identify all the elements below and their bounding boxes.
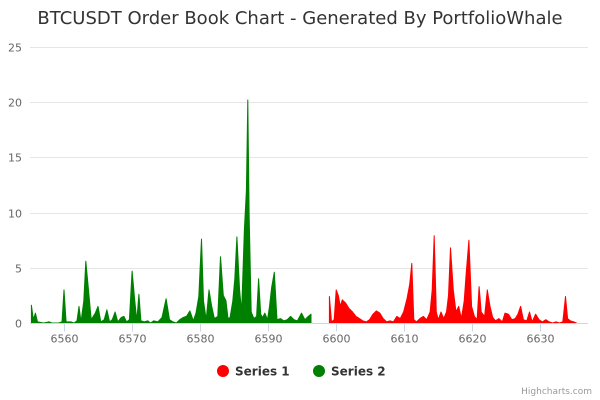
legend-label: Series 1 [235, 365, 290, 379]
y-tick-label: 15 [8, 152, 22, 165]
credits-link[interactable]: Highcharts.com [521, 387, 592, 397]
x-tick-label: 6610 [391, 333, 419, 346]
x-tick-label: 6620 [459, 333, 487, 346]
chart-title: BTCUSDT Order Book Chart - Generated By … [37, 8, 562, 29]
grid-layer [30, 47, 588, 269]
x-tick-label: 6600 [323, 333, 351, 346]
legend-marker [217, 365, 229, 377]
series-layer [30, 99, 577, 324]
legend-marker [313, 365, 325, 377]
legend-item-series-1[interactable]: Series 1 [217, 365, 290, 379]
legend-label: Series 2 [331, 365, 386, 379]
y-tick-label: 20 [8, 97, 22, 110]
x-tick-label: 6560 [51, 333, 79, 346]
x-tick-label: 6580 [187, 333, 215, 346]
y-tick-label: 10 [8, 208, 22, 221]
x-tick-label: 6590 [255, 333, 283, 346]
y-tick-label: 5 [15, 263, 22, 276]
x-tick-label: 6570 [119, 333, 147, 346]
y-tick-label: 25 [8, 42, 22, 55]
legend[interactable]: Series 1 Series 2 [217, 365, 386, 379]
y-tick-label: 0 [15, 318, 22, 331]
axis-layer: 0 5 10 15 20 25 6560 6570 6580 6590 6600 6610 6620 66… [8, 42, 588, 346]
legend-item-series-2[interactable]: Series 2 [313, 365, 386, 379]
x-tick-label: 6630 [527, 333, 555, 346]
series-area-series-2[interactable] [30, 99, 312, 324]
series-area-series-1[interactable] [328, 235, 577, 324]
